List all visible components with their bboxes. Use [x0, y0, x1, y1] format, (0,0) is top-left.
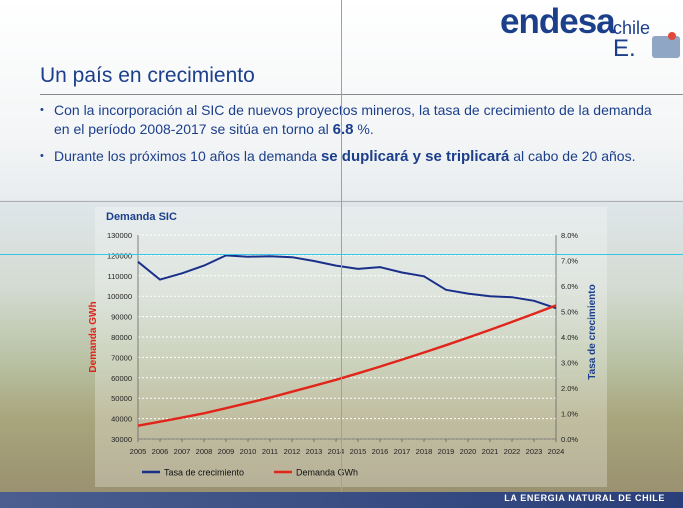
y-tick-label: 100000: [107, 292, 132, 301]
y2-tick-label: 8.0%: [561, 231, 578, 240]
x-tick-label: 2012: [284, 447, 301, 456]
x-tick-label: 2014: [328, 447, 345, 456]
y2-axis-label: Tasa de crecimiento: [587, 284, 598, 379]
x-tick-label: 2024: [548, 447, 565, 456]
x-tick-label: 2013: [306, 447, 323, 456]
legend-label: Demanda GWh: [296, 468, 358, 478]
series-lines: [137, 254, 557, 427]
y-axis-label: Demanda GWh: [88, 301, 99, 372]
bullet-item-2: • Durante los próximos 10 años la demand…: [40, 147, 660, 166]
y-tick-label: 30000: [111, 435, 132, 444]
tasa-crecimiento-line: [137, 254, 557, 310]
y2-tick-label: 2.0%: [561, 384, 578, 393]
x-tick-label: 2017: [394, 447, 411, 456]
y-tick-label: 70000: [111, 353, 132, 362]
y2-tick-label: 6.0%: [561, 282, 578, 291]
endesa-chile-logo: endesa chile E.: [500, 2, 683, 66]
bullet-2-tail: al cabo de 20 años.: [509, 148, 636, 164]
x-tick-label: 2011: [262, 447, 278, 456]
x-tick-label: 2023: [526, 447, 543, 456]
bullet-1-emphasis: 6.8: [332, 121, 354, 138]
bullet-mark: •: [40, 104, 44, 116]
x-tick-label: 2006: [152, 447, 169, 456]
slide-title: Un país en crecimiento: [40, 64, 255, 87]
x-tick-label: 2020: [460, 447, 477, 456]
grid-lines: [138, 234, 556, 440]
y-tick-label: 90000: [111, 313, 132, 322]
y2-tick-label: 3.0%: [561, 359, 578, 368]
bullet-list: • Con la incorporación al SIC de nuevos …: [40, 101, 660, 174]
chart-title: Demanda SIC: [106, 211, 177, 223]
bullet-mark: •: [40, 150, 44, 162]
y-tick-label: 40000: [111, 415, 132, 424]
axes: 130000 120000 110000 100000 90000 80000 70000 6…: [107, 231, 578, 456]
y2-tick-label: 5.0%: [561, 308, 578, 317]
x-tick-label: 2007: [174, 447, 191, 456]
y-tick-label: 60000: [111, 374, 132, 383]
x-tick-label: 2009: [218, 447, 235, 456]
y2-tick-label: 0.0%: [561, 435, 578, 444]
guide-line-horizontal: [0, 254, 683, 255]
x-tick-label: 2021: [482, 447, 499, 456]
y2-tick-label: 4.0%: [561, 333, 578, 342]
y-tick-label: 50000: [111, 394, 132, 403]
x-tick-label: 2008: [196, 447, 213, 456]
x-tick-label: 2022: [504, 447, 521, 456]
x-tick-label: 2019: [438, 447, 455, 456]
footer-bar: LA ENERGIA NATURAL DE CHILE: [0, 492, 683, 508]
y2-tick-label: 7.0%: [561, 257, 578, 266]
logo-country: chile: [613, 18, 651, 38]
y-tick-label: 110000: [108, 272, 132, 281]
x-tick-label: 2016: [372, 447, 389, 456]
bullet-2-emphasis: se duplicará y se triplicará: [320, 148, 510, 165]
logo-word: endesa: [500, 2, 616, 41]
bullet-2-text: Durante los próximos 10 años la demanda: [54, 148, 321, 164]
y2-tick-label: 1.0%: [561, 410, 578, 419]
x-tick-label: 2015: [350, 447, 367, 456]
x-tick-label: 2010: [240, 447, 257, 456]
chart-panel: [95, 207, 607, 487]
logo-letter: E.: [613, 35, 636, 62]
y-tick-label: 80000: [111, 333, 132, 342]
legend-label: Tasa de crecimiento: [164, 468, 244, 478]
y-tick-label: 120000: [107, 251, 132, 260]
y-tick-label: 130000: [107, 231, 132, 240]
legend: Tasa de crecimiento Demanda GWh: [142, 468, 358, 478]
bullet-item-1: • Con la incorporación al SIC de nuevos …: [40, 101, 660, 139]
x-tick-label: 2005: [130, 447, 147, 456]
logo-dot-icon: [668, 32, 676, 40]
title-divider: [40, 94, 683, 95]
demanda-gwh-line: [137, 304, 557, 427]
bullet-1-text: Con la incorporación al SIC de nuevos pr…: [54, 102, 652, 137]
logo-badge-icon: [652, 36, 680, 58]
x-tick-label: 2018: [416, 447, 433, 456]
footer-tagline: LA ENERGIA NATURAL DE CHILE: [504, 493, 665, 503]
bullet-1-tail: %.: [353, 121, 374, 137]
